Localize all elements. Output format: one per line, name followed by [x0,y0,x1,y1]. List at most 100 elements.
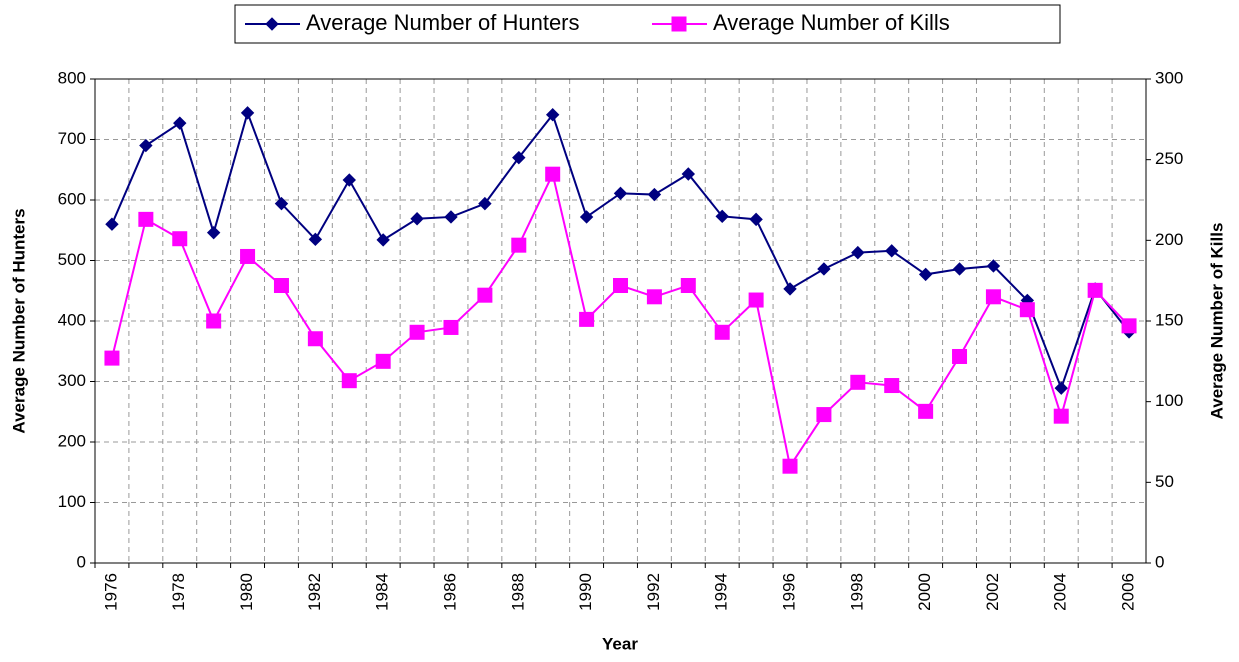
point [613,278,628,294]
x-tick-label: 1978 [169,573,188,611]
legend-marker [265,17,279,31]
point [918,403,934,419]
point [341,373,357,389]
x-tick-label: 1994 [712,573,731,611]
plot-border [94,78,1147,564]
point [884,378,900,394]
point [851,245,865,260]
x-tick-label: 2000 [915,573,934,611]
x-tick-label: 2002 [983,573,1002,611]
point [715,209,729,224]
point [173,116,187,130]
point [885,244,899,258]
point [783,282,797,296]
y-tick-label: 200 [58,431,86,450]
point [646,289,662,305]
x-tick-label: 1990 [576,573,595,611]
y-tick-label: 100 [58,492,86,511]
point [714,324,730,340]
point [647,187,662,202]
point [478,196,492,211]
y-tick-label: 600 [58,189,86,208]
point [139,138,153,153]
y2-axis-title: Average Number of Kills [1207,223,1226,420]
point [307,331,323,347]
point [138,211,154,227]
point [308,232,323,247]
point [206,225,221,240]
legend-marker [671,16,687,32]
y2-tick-label: 0 [1155,552,1164,571]
y-tick-label: 500 [58,250,86,269]
x-axis-title: Year [602,634,638,653]
point [206,313,222,329]
x-tick-label: 2004 [1051,573,1070,611]
point [1054,381,1068,395]
y-tick-label: 300 [58,371,86,390]
y-tick-label: 400 [58,310,86,329]
x-tick-label: 1984 [373,573,392,611]
y2-tick-label: 250 [1155,149,1183,168]
point [613,186,628,201]
point [375,353,391,369]
point [952,262,967,276]
point [680,278,696,294]
point [477,287,493,303]
point [816,407,832,423]
x-tick-label: 1986 [440,573,459,611]
point [1053,408,1069,424]
x-tick-label: 1996 [780,573,799,611]
y2-tick-label: 50 [1155,472,1174,491]
y2-tick-label: 300 [1155,68,1183,87]
y2-tick-label: 200 [1155,230,1183,249]
point [511,237,527,253]
y-tick-label: 700 [58,129,86,148]
x-tick-label: 1988 [508,573,527,611]
point [512,150,526,165]
point [985,289,1001,305]
point [410,212,424,226]
point [444,210,458,224]
y2-tick-label: 100 [1155,391,1183,410]
point [1019,302,1035,318]
point [748,292,764,308]
x-tick-label: 1992 [644,573,663,611]
x-tick-label: 1980 [237,573,256,611]
point [274,196,289,211]
y-axis-title: Average Number of Hunters [9,208,28,433]
point [986,259,1001,273]
point [104,350,120,366]
point [749,212,763,227]
point [1121,318,1137,334]
point [240,248,256,264]
point [240,106,255,120]
point [376,233,390,247]
point [918,267,933,282]
legend-label: Average Number of Kills [713,10,950,35]
point [1087,282,1103,298]
point [172,231,188,247]
point [850,374,866,390]
x-tick-label: 2006 [1119,573,1138,611]
point [681,167,696,181]
point [342,173,356,187]
point [952,348,968,364]
point [579,311,595,327]
point [105,217,119,231]
point [273,278,289,294]
y-tick-label: 800 [58,68,86,87]
point [579,210,594,224]
x-tick-label: 1976 [101,573,120,611]
point [817,262,831,276]
point [782,458,798,474]
y2-tick-label: 150 [1155,310,1183,329]
x-tick-label: 1998 [847,573,866,611]
legend-label: Average Number of Hunters [306,10,580,35]
x-tick-label: 1982 [305,573,324,611]
legend [234,4,1061,44]
point [545,166,561,182]
y-tick-label: 0 [77,552,86,571]
point [545,107,560,122]
point [443,319,459,335]
